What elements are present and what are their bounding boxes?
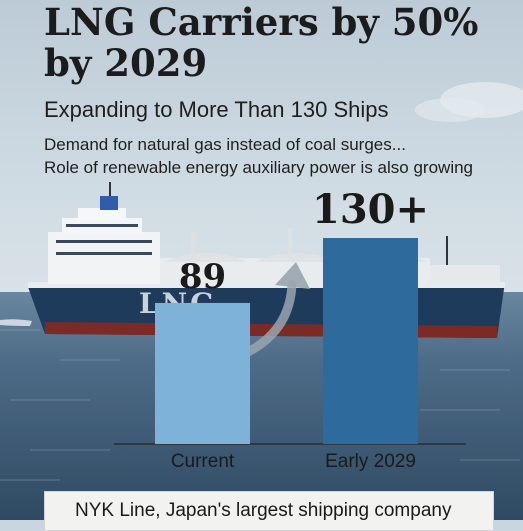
description-line-1: Demand for natural gas instead of coal s… bbox=[44, 135, 406, 154]
description-line-2: Role of renewable energy auxiliary power… bbox=[44, 158, 474, 177]
bar-early-2029 bbox=[323, 238, 418, 444]
water-ripples bbox=[0, 329, 520, 481]
caption-text: NYK Line, Japan's largest shipping compa… bbox=[75, 500, 452, 521]
bar-chart: LNG bbox=[114, 238, 466, 445]
growth-arrowhead bbox=[275, 262, 310, 289]
bar-value-label: 130+ bbox=[311, 186, 429, 233]
caption-box: NYK Line, Japan's largest shipping compa… bbox=[44, 491, 494, 531]
bar-value-label: 89 bbox=[178, 256, 227, 297]
subheadline: Expanding to More Than 130 Ships bbox=[44, 97, 389, 122]
bar-current bbox=[155, 302, 250, 444]
growth-arrow bbox=[243, 279, 297, 357]
category-label: Early 2029 bbox=[325, 451, 416, 472]
category-label: Current bbox=[170, 451, 235, 472]
headline-line-1: LNG Carriers by 50% bbox=[44, 0, 479, 44]
headline: LNG Carriers by 50% by 2029 bbox=[44, 2, 478, 84]
headline-line-2: by 2029 bbox=[44, 41, 208, 85]
bars-group bbox=[155, 238, 418, 444]
